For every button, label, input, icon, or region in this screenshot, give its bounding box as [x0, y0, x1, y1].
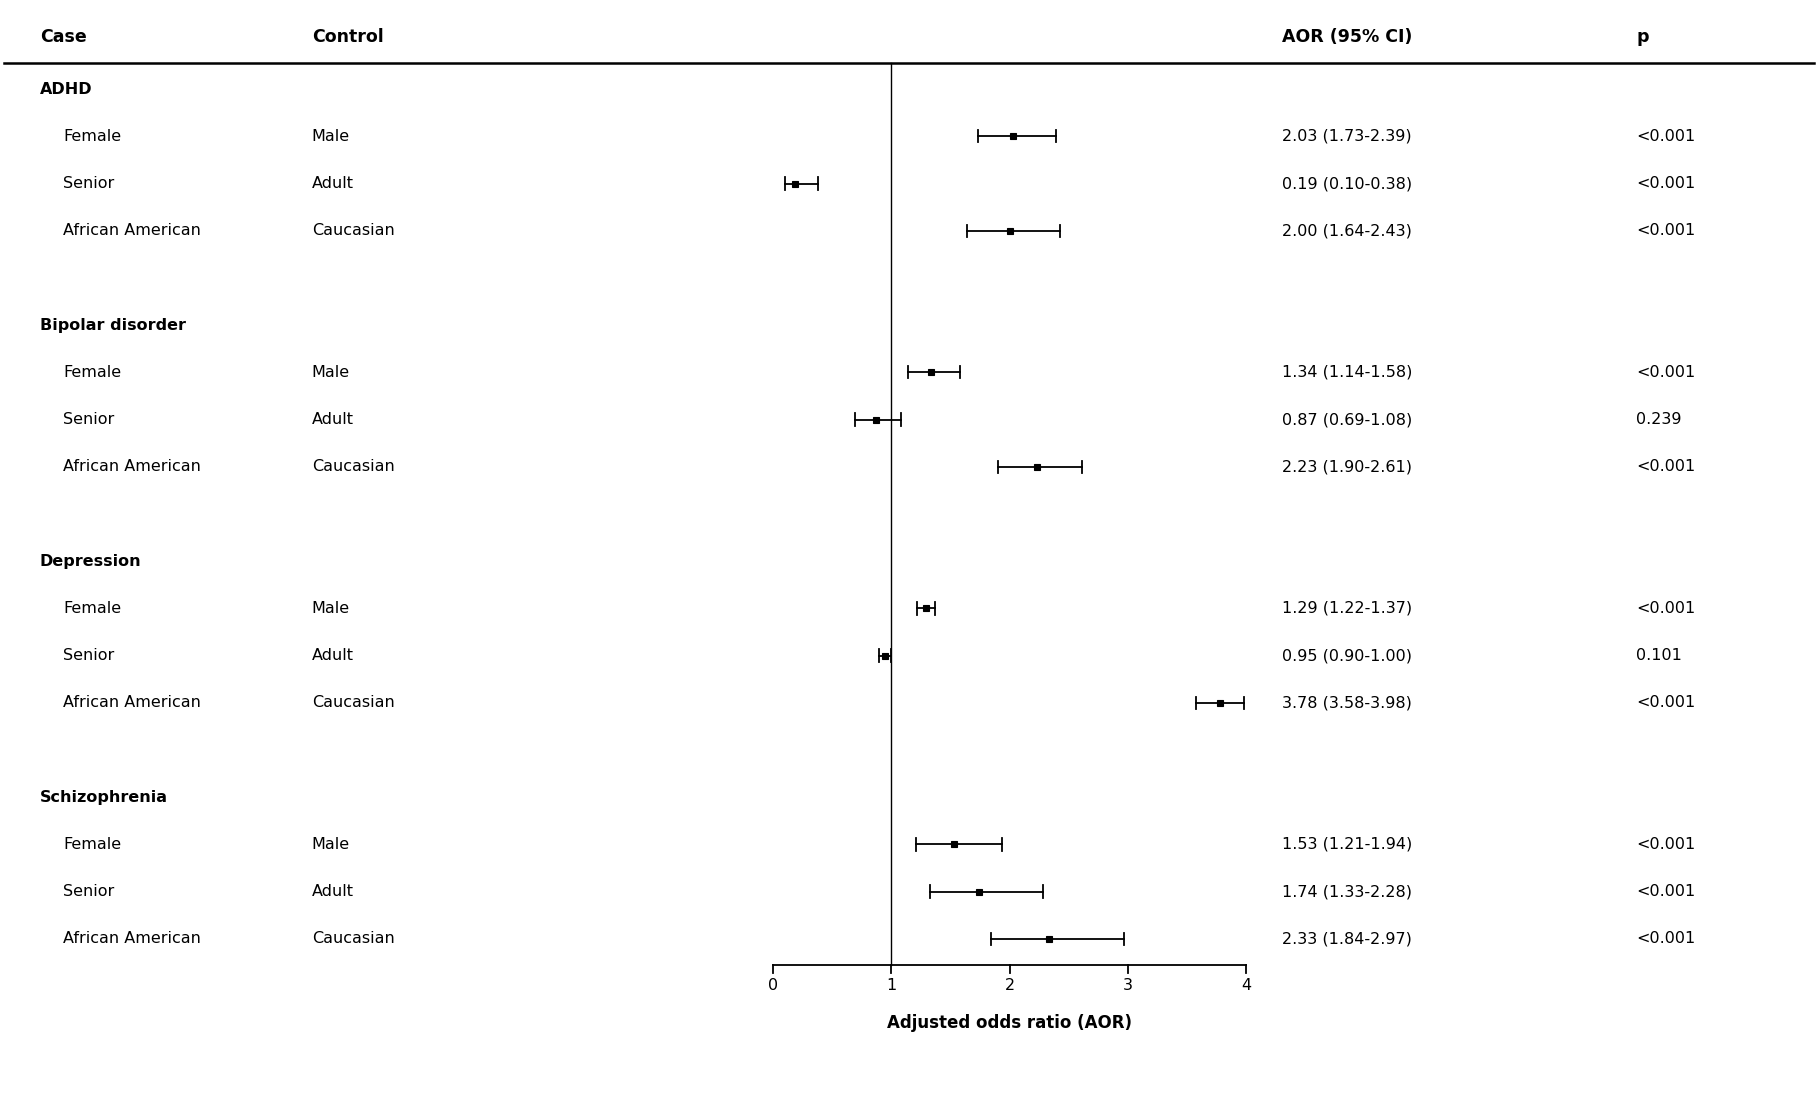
- Text: 0: 0: [767, 978, 778, 993]
- Text: 1.29 (1.22-1.37): 1.29 (1.22-1.37): [1282, 601, 1413, 616]
- Text: <0.001: <0.001: [1636, 884, 1696, 899]
- Text: Senior: Senior: [64, 648, 115, 663]
- Text: Adult: Adult: [311, 412, 355, 427]
- Text: 0.101: 0.101: [1636, 648, 1682, 663]
- Text: Control: Control: [311, 28, 384, 46]
- Text: 1.74 (1.33-2.28): 1.74 (1.33-2.28): [1282, 884, 1411, 899]
- Text: <0.001: <0.001: [1636, 459, 1696, 475]
- Text: Senior: Senior: [64, 412, 115, 427]
- Text: Male: Male: [311, 129, 349, 143]
- Text: <0.001: <0.001: [1636, 365, 1696, 380]
- Text: 2.33 (1.84-2.97): 2.33 (1.84-2.97): [1282, 931, 1411, 946]
- Text: Male: Male: [311, 837, 349, 852]
- Text: Senior: Senior: [64, 884, 115, 899]
- Text: Senior: Senior: [64, 176, 115, 191]
- Text: Caucasian: Caucasian: [311, 696, 395, 710]
- Text: <0.001: <0.001: [1636, 601, 1696, 616]
- Text: 2.23 (1.90-2.61): 2.23 (1.90-2.61): [1282, 459, 1411, 475]
- Text: African American: African American: [64, 459, 202, 475]
- Text: Female: Female: [64, 129, 122, 143]
- Text: Adult: Adult: [311, 176, 355, 191]
- Text: Female: Female: [64, 837, 122, 852]
- Text: 0.239: 0.239: [1636, 412, 1682, 427]
- Text: Caucasian: Caucasian: [311, 459, 395, 475]
- Text: ADHD: ADHD: [40, 82, 93, 96]
- Text: Adjusted odds ratio (AOR): Adjusted odds ratio (AOR): [887, 1014, 1133, 1033]
- Text: <0.001: <0.001: [1636, 176, 1696, 191]
- Text: Caucasian: Caucasian: [311, 931, 395, 946]
- Text: 1.34 (1.14-1.58): 1.34 (1.14-1.58): [1282, 365, 1413, 380]
- Text: 1: 1: [885, 978, 896, 993]
- Text: 0.19 (0.10-0.38): 0.19 (0.10-0.38): [1282, 176, 1413, 191]
- Text: p: p: [1636, 28, 1649, 46]
- Text: 2.00 (1.64-2.43): 2.00 (1.64-2.43): [1282, 223, 1411, 238]
- Text: Adult: Adult: [311, 884, 355, 899]
- Text: Bipolar disorder: Bipolar disorder: [40, 317, 185, 333]
- Text: Case: Case: [40, 28, 87, 46]
- Text: 1.53 (1.21-1.94): 1.53 (1.21-1.94): [1282, 837, 1413, 852]
- Text: Adult: Adult: [311, 648, 355, 663]
- Text: <0.001: <0.001: [1636, 837, 1696, 852]
- Text: 2: 2: [1005, 978, 1014, 993]
- Text: Female: Female: [64, 365, 122, 380]
- Text: <0.001: <0.001: [1636, 129, 1696, 143]
- Text: African American: African American: [64, 931, 202, 946]
- Text: 0.87 (0.69-1.08): 0.87 (0.69-1.08): [1282, 412, 1413, 427]
- Text: <0.001: <0.001: [1636, 223, 1696, 238]
- Text: 0.95 (0.90-1.00): 0.95 (0.90-1.00): [1282, 648, 1411, 663]
- Text: <0.001: <0.001: [1636, 931, 1696, 946]
- Text: Male: Male: [311, 365, 349, 380]
- Text: <0.001: <0.001: [1636, 696, 1696, 710]
- Text: Caucasian: Caucasian: [311, 223, 395, 238]
- Text: 4: 4: [1242, 978, 1251, 993]
- Text: 2.03 (1.73-2.39): 2.03 (1.73-2.39): [1282, 129, 1411, 143]
- Text: Male: Male: [311, 601, 349, 616]
- Text: AOR (95% CI): AOR (95% CI): [1282, 28, 1413, 46]
- Text: 3: 3: [1124, 978, 1133, 993]
- Text: 3.78 (3.58-3.98): 3.78 (3.58-3.98): [1282, 696, 1411, 710]
- Text: Schizophrenia: Schizophrenia: [40, 790, 167, 805]
- Text: African American: African American: [64, 696, 202, 710]
- Text: Depression: Depression: [40, 554, 142, 569]
- Text: Female: Female: [64, 601, 122, 616]
- Text: African American: African American: [64, 223, 202, 238]
